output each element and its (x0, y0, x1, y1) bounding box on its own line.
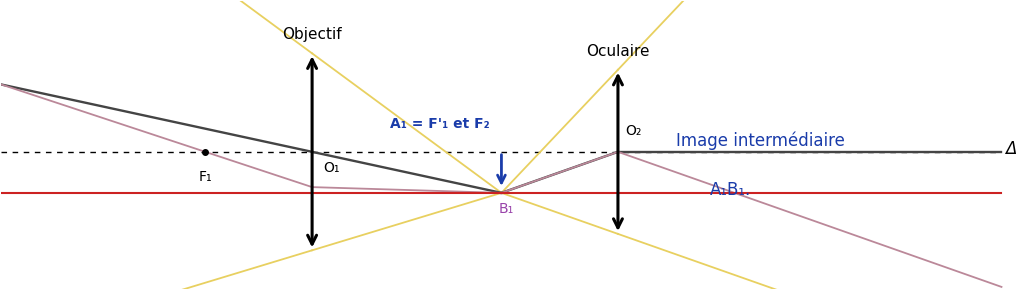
Text: Δ: Δ (1005, 140, 1017, 158)
Text: B₁: B₁ (498, 202, 514, 216)
Text: Image intermédiaire: Image intermédiaire (676, 132, 845, 150)
Text: O₁: O₁ (324, 162, 341, 175)
Text: O₂: O₂ (625, 124, 642, 138)
Text: A₁ = F'₁ et F₂: A₁ = F'₁ et F₂ (390, 117, 490, 131)
Text: F₁: F₁ (198, 170, 213, 184)
Text: Oculaire: Oculaire (586, 44, 650, 59)
Text: A₁B₁.: A₁B₁. (710, 181, 751, 199)
Text: Objectif: Objectif (283, 28, 342, 42)
